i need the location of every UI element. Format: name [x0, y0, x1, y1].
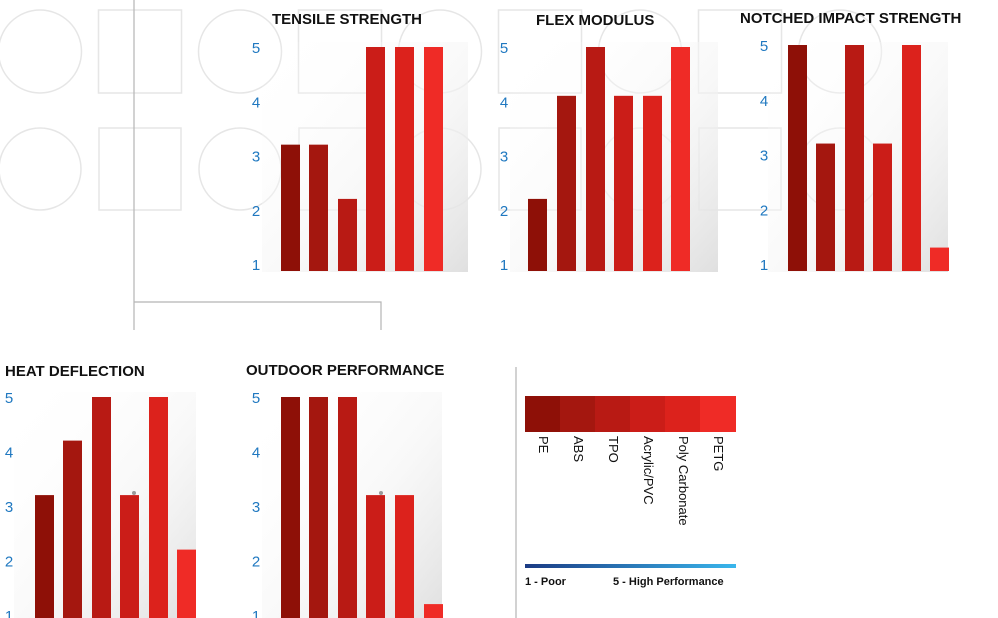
- notched-impact-strength-tick-5: 5: [760, 38, 768, 55]
- outdoor-performance-bar-tpo: [338, 397, 357, 618]
- scale-high-label: 5 - High Performance: [613, 576, 724, 588]
- outdoor-performance-tick-4: 4: [252, 445, 260, 462]
- outdoor-performance-tick-3: 3: [252, 499, 260, 516]
- legend: [525, 396, 736, 568]
- tensile-strength-chart: 1 2 3 4 5: [252, 40, 443, 274]
- heat-deflection-tick-4: 4: [5, 445, 13, 462]
- heat-deflection-tick-5: 5: [5, 390, 13, 407]
- heat-deflection-bar-poly-carbonate: [149, 397, 168, 618]
- tensile-strength-bar-petg: [424, 47, 443, 271]
- outdoor-performance-bar-pe: [281, 397, 300, 618]
- flex-modulus-chart: 1 2 3 4 5: [500, 40, 690, 274]
- connector-lines: [133, 0, 517, 618]
- tensile-strength-tick-4: 4: [252, 94, 260, 111]
- flex-modulus-tick-5: 5: [500, 40, 508, 57]
- tensile-strength-tick-3: 3: [252, 149, 260, 166]
- notched-impact-strength-bar-pe: [788, 45, 807, 271]
- flex-modulus-bar-pe: [528, 198, 547, 271]
- outdoor-performance-bar-poly-carbonate: [395, 495, 414, 618]
- legend-label-petg: PETG: [711, 436, 726, 472]
- heat-deflection-bar-acrylic-pvc: [120, 495, 139, 618]
- heat-deflection-title: HEAT DEFLECTION: [5, 363, 145, 380]
- marker-dot: [132, 491, 136, 495]
- notched-impact-strength-bar-abs: [816, 143, 835, 271]
- notched-impact-strength-tick-3: 3: [760, 148, 768, 165]
- flex-modulus-tick-2: 2: [500, 203, 508, 220]
- outdoor-performance-tick-1: 1: [252, 608, 260, 618]
- tensile-strength-bar-abs: [309, 144, 328, 271]
- notched-impact-strength-tick-2: 2: [760, 202, 768, 219]
- tensile-strength-title: TENSILE STRENGTH: [272, 11, 423, 28]
- performance-scale-bar: [525, 564, 736, 568]
- legend-swatch-poly-carbonate: [665, 396, 701, 432]
- legend-label-tpo: TPO: [606, 436, 621, 463]
- heat-deflection-bar-petg: [177, 549, 196, 618]
- square-outline-icon: [97, 9, 183, 94]
- legend-swatch-petg: [700, 396, 736, 432]
- flex-modulus-tick-1: 1: [500, 257, 508, 274]
- tensile-strength-bar-poly-carbonate: [395, 47, 414, 271]
- legend-swatch-tpo: [595, 396, 631, 432]
- heat-deflection-tick-3: 3: [5, 499, 13, 516]
- circle-outline-icon: [0, 9, 83, 94]
- outdoor-performance-title: OUTDOOR PERFORMANCE: [246, 362, 445, 379]
- legend-swatch-abs: [560, 396, 596, 432]
- square-outline-icon: [98, 127, 182, 211]
- legend-label-poly-carbonate: Poly Carbonate: [676, 436, 691, 526]
- outdoor-performance-chart: 1 2 3 4 5: [252, 390, 443, 618]
- flex-modulus-bar-acrylic-pvc: [614, 95, 633, 271]
- notched-impact-strength-chart: 1 2 3 4 5: [760, 38, 949, 274]
- circle-outline-icon: [0, 127, 82, 211]
- heat-deflection-bar-pe: [35, 495, 54, 618]
- tensile-strength-bar-pe: [281, 144, 300, 271]
- legend-swatch-pe: [525, 396, 561, 432]
- scale-low-label: 1 - Poor: [525, 576, 566, 588]
- tensile-strength-bar-tpo: [338, 198, 357, 271]
- notched-impact-strength-bar-tpo: [845, 45, 864, 271]
- heat-deflection-tick-2: 2: [5, 554, 13, 571]
- legend-swatch-acrylic-pvc: [630, 396, 666, 432]
- connector-branch-line: [134, 301, 382, 330]
- legend-label-acrylic-pvc: Acrylic/PVC: [641, 436, 656, 505]
- heat-deflection-tick-1: 1: [5, 608, 13, 618]
- flex-modulus-tick-4: 4: [500, 94, 508, 111]
- notched-impact-strength-title: NOTCHED IMPACT STRENGTH: [740, 10, 962, 27]
- outdoor-performance-bar-acrylic-pvc: [366, 495, 385, 618]
- flex-modulus-tick-3: 3: [500, 149, 508, 166]
- notched-impact-strength-bar-acrylic-pvc: [873, 143, 892, 271]
- marker-dot: [379, 491, 383, 495]
- tensile-strength-tick-1: 1: [252, 257, 260, 274]
- notched-impact-strength-tick-4: 4: [760, 93, 768, 110]
- notched-impact-strength-tick-1: 1: [760, 257, 768, 274]
- flex-modulus-bar-poly-carbonate: [643, 95, 662, 271]
- legend-label-pe: PE: [536, 436, 551, 454]
- flex-modulus-bar-petg: [671, 47, 690, 271]
- tensile-strength-bar-acrylic-pvc: [366, 47, 385, 271]
- tensile-strength-tick-2: 2: [252, 203, 260, 220]
- notched-impact-strength-bar-poly-carbonate: [902, 45, 921, 271]
- outdoor-performance-bar-petg: [424, 604, 443, 618]
- legend-label-abs: ABS: [571, 436, 586, 463]
- flex-modulus-title: FLEX MODULUS: [536, 12, 655, 29]
- outdoor-performance-tick-5: 5: [252, 390, 260, 407]
- tensile-strength-tick-5: 5: [252, 40, 260, 57]
- outdoor-performance-tick-2: 2: [252, 554, 260, 571]
- outdoor-performance-bar-abs: [309, 397, 328, 618]
- flex-modulus-bar-tpo: [586, 47, 605, 271]
- heat-deflection-bar-abs: [63, 440, 82, 618]
- heat-deflection-chart: 1 2 3 4 5: [5, 390, 196, 618]
- flex-modulus-bar-abs: [557, 95, 576, 271]
- heat-deflection-bar-tpo: [92, 397, 111, 618]
- notched-impact-strength-bar-petg: [930, 247, 949, 271]
